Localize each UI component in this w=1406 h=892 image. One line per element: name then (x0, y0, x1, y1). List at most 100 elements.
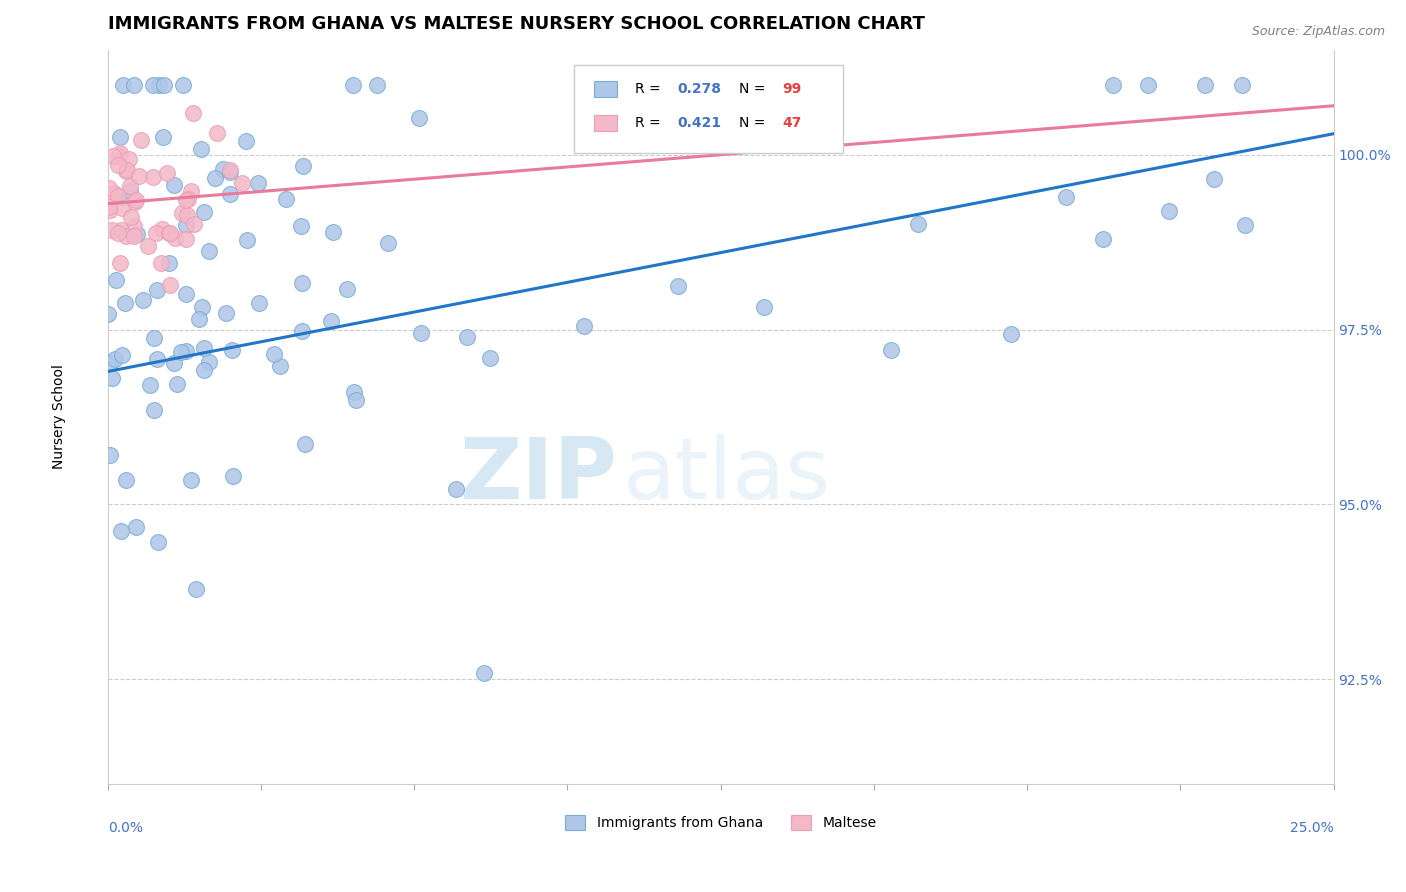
Point (163, 356, 186, 370)
Point (366, 78, 388, 92)
Text: 0.421: 0.421 (678, 116, 721, 130)
Point (1194, 78, 1216, 92)
Point (136, 239, 159, 253)
Point (211, 162, 233, 177)
Point (666, 279, 689, 293)
Point (124, 194, 146, 209)
Point (174, 194, 197, 208)
Point (221, 343, 243, 357)
Point (269, 359, 291, 374)
Text: atlas: atlas (623, 434, 831, 517)
Point (98, 448, 121, 462)
Text: Source: ZipAtlas.com: Source: ZipAtlas.com (1251, 25, 1385, 38)
Point (1157, 204, 1180, 219)
Point (247, 296, 270, 310)
Point (193, 341, 215, 355)
Point (165, 231, 187, 245)
Point (146, 283, 169, 297)
Point (170, 345, 193, 359)
Point (122, 78, 145, 92)
Point (110, 223, 132, 237)
Point (166, 376, 188, 391)
Point (1204, 172, 1226, 186)
Point (444, 482, 467, 496)
Point (204, 170, 226, 185)
Point (291, 159, 314, 173)
Point (107, 158, 129, 172)
Text: 0.278: 0.278 (678, 82, 721, 95)
Point (152, 78, 174, 92)
Point (336, 282, 359, 296)
Point (274, 192, 297, 206)
Text: R =: R = (636, 82, 665, 95)
Point (114, 164, 136, 178)
Point (219, 163, 242, 178)
Point (193, 362, 215, 376)
Text: 25.0%: 25.0% (1289, 821, 1333, 835)
Point (114, 296, 136, 310)
Point (170, 206, 193, 220)
Point (174, 232, 197, 246)
Point (148, 78, 170, 92)
Point (456, 330, 478, 344)
Point (186, 582, 208, 596)
Point (159, 277, 181, 292)
Point (108, 129, 131, 144)
Legend: Immigrants from Ghana, Maltese: Immigrants from Ghana, Maltese (560, 810, 882, 836)
Point (180, 184, 202, 198)
Point (142, 169, 165, 184)
Point (131, 293, 153, 308)
Point (142, 78, 165, 92)
FancyBboxPatch shape (595, 115, 617, 131)
Point (100, 371, 122, 385)
Point (176, 208, 198, 222)
Point (215, 305, 238, 319)
Point (342, 78, 364, 92)
Point (291, 276, 314, 290)
Point (235, 233, 257, 247)
Text: N =: N = (740, 116, 769, 130)
Point (219, 165, 242, 179)
Point (108, 146, 131, 161)
Point (174, 343, 197, 358)
Point (574, 319, 596, 334)
Point (907, 218, 929, 232)
Point (122, 219, 145, 234)
Point (478, 351, 501, 365)
Point (766, 78, 789, 92)
Point (118, 184, 141, 198)
Text: N =: N = (740, 82, 769, 95)
Point (163, 178, 186, 192)
Point (159, 256, 181, 270)
Point (107, 149, 129, 163)
Point (290, 219, 312, 233)
Point (408, 111, 430, 125)
Point (118, 178, 141, 193)
Point (139, 377, 162, 392)
Point (411, 326, 433, 340)
Point (110, 190, 132, 204)
Point (128, 169, 150, 184)
Point (107, 188, 129, 202)
Point (377, 236, 399, 251)
Point (97, 307, 120, 321)
Point (120, 210, 142, 224)
Point (115, 229, 138, 244)
Point (176, 287, 198, 301)
Point (172, 78, 194, 92)
Point (97, 200, 120, 214)
Point (1137, 78, 1160, 92)
Point (1000, 327, 1022, 342)
Point (149, 255, 172, 269)
Point (734, 119, 756, 133)
Point (98, 356, 121, 370)
Point (104, 352, 127, 367)
Point (1054, 190, 1077, 204)
Point (125, 194, 148, 208)
Point (190, 142, 212, 156)
Point (880, 343, 903, 358)
Point (118, 152, 141, 166)
Point (159, 226, 181, 240)
Point (146, 351, 169, 366)
Point (110, 255, 132, 269)
